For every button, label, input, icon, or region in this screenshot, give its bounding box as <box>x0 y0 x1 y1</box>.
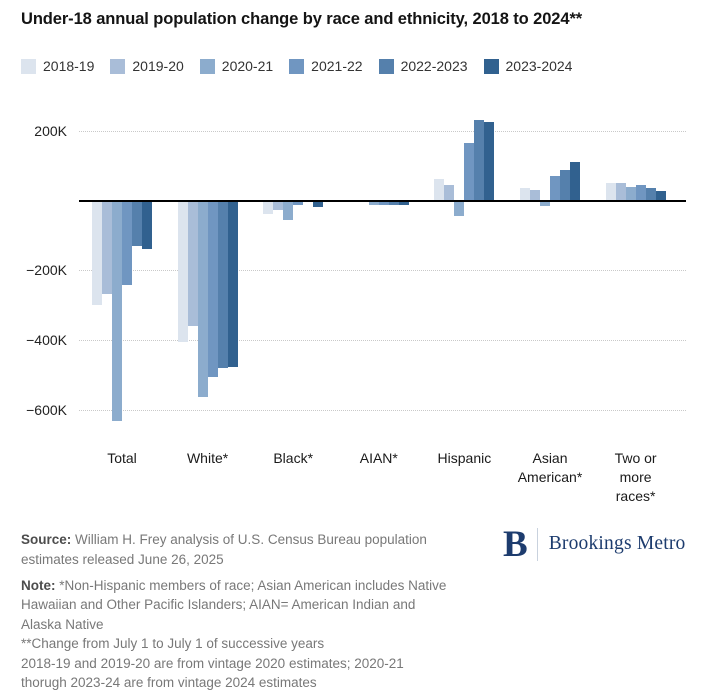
bar-2019-20-Hispanic <box>444 185 455 201</box>
legend-swatch-icon <box>378 58 394 74</box>
x-axis-label-Total: Total <box>107 450 137 466</box>
bar-2018-19-White* <box>177 200 188 342</box>
note-line: Hawaiian and Other Pacific Islanders; AI… <box>21 597 416 613</box>
note-label: Note: <box>21 578 56 593</box>
bar-2023-2024-AIAN* <box>398 200 409 206</box>
legend-item-label: 2018-19 <box>43 58 95 74</box>
bar-2019-20-White* <box>187 200 198 327</box>
bar-2020-21-AIAN* <box>368 200 379 205</box>
bar-2019-20-Total <box>102 200 112 295</box>
legend-swatch-icon <box>21 58 36 74</box>
bar-2023-2024-Hispanic <box>484 122 495 201</box>
legend-swatch-icon <box>289 58 305 74</box>
y-axis-tick-label: −600K <box>26 401 67 418</box>
bar-2019-20-Black* <box>273 200 284 211</box>
bar-2022-2023-Total <box>132 200 142 246</box>
note-line: Alaska Native <box>21 616 104 632</box>
gridline-−600K <box>79 409 686 411</box>
bar-2020-21-Black* <box>283 200 294 220</box>
source-note: Source: William H. Frey analysis of U.S.… <box>21 530 499 570</box>
brookings-wordmark: Brookings Metro <box>548 533 686 554</box>
legend-item-label: 2019-20 <box>132 58 184 74</box>
legend-item-label: 2022-2023 <box>400 58 468 74</box>
legend: 2018-19 2019-20 2020-21 2021-22 2022-2023 202… <box>21 58 572 74</box>
bar-2018-19-Total <box>92 200 102 306</box>
logo-divider-line <box>536 527 538 561</box>
gridline-200K <box>79 130 686 132</box>
bar-2018-19-Black* <box>263 200 274 215</box>
bar-2023-2024-Total <box>142 200 152 249</box>
gridline-−200K <box>79 270 686 272</box>
y-axis-tick-label: −400K <box>26 332 67 349</box>
brookings-logo[interactable]: B Brookings Metro <box>503 524 685 564</box>
bar-2018-19-Two-or-more-races* <box>605 183 616 201</box>
bar-2023-2024-White* <box>227 200 238 367</box>
bar-2022-2023-AIAN* <box>388 200 399 206</box>
bar-2021-22-AIAN* <box>378 200 389 206</box>
legend-swatch-icon <box>483 58 499 74</box>
note-line: 2018-19 and 2019-20 are from vintage 202… <box>21 655 404 671</box>
source-line: estimates released June 26, 2025 <box>21 552 224 567</box>
legend-swatch-icon <box>110 58 126 74</box>
bar-2023-2024-Two-or-more-races* <box>655 190 666 201</box>
x-axis-label-Hispanic: Hispanic <box>437 450 492 466</box>
bar-2018-19-Hispanic <box>434 178 445 201</box>
zero-baseline <box>79 199 686 202</box>
note-line: Note: *Non-Hispanic members of race; Asi… <box>21 578 447 593</box>
bar-2023-2024-Asian-American* <box>570 161 580 201</box>
x-axis-label-Black*: Black* <box>273 450 314 466</box>
legend-item-2023-2024: 2023-2024 <box>483 58 573 74</box>
note-line: **Change from July 1 to July 1 of succes… <box>21 636 325 652</box>
bar-2022-2023-Asian-American* <box>560 169 570 201</box>
bar-2020-21-Asian-American* <box>540 200 550 206</box>
legend-item-2018-19: 2018-19 <box>21 58 94 74</box>
bar-2021-22-Two-or-more-races* <box>635 185 646 201</box>
bar-2021-22-Asian-American* <box>550 176 560 201</box>
bar-2020-21-White* <box>197 200 208 397</box>
bar-2020-21-Hispanic <box>454 200 465 216</box>
bar-2019-20-Two-or-more-races* <box>615 182 626 201</box>
bar-2022-2023-Two-or-more-races* <box>645 187 656 201</box>
brookings-monogram: B <box>503 523 528 565</box>
y-axis-tick-label: −200K <box>26 262 67 279</box>
x-axis-label-Two-or-more-races*: Two or more races* <box>614 450 657 504</box>
legend-item-label: 2020-21 <box>221 58 274 74</box>
legend-item-label: 2023-2024 <box>505 58 573 74</box>
bar-2020-21-Total <box>112 200 122 422</box>
legend-item-2022-2023: 2022-2023 <box>378 58 468 74</box>
bar-2022-2023-White* <box>217 200 228 369</box>
legend-item-2021-22: 2021-22 <box>289 58 363 74</box>
bar-2018-19-Asian-American* <box>520 188 530 201</box>
methodology-note: Note: *Non-Hispanic members of race; Asi… <box>21 576 499 692</box>
bar-2023-2024-Black* <box>313 200 324 208</box>
x-axis-label-AIAN*: AIAN* <box>359 450 398 466</box>
source-label: Source: <box>21 532 72 547</box>
legend-item-2019-20: 2019-20 <box>110 58 184 74</box>
bar-2021-22-Hispanic <box>464 142 475 201</box>
bar-2021-22-Black* <box>293 200 304 206</box>
x-axis-label-Asian-American*: Asian American* <box>517 450 583 485</box>
y-axis-tick-label: 200K <box>34 122 67 139</box>
bar-2019-20-Asian-American* <box>530 190 540 201</box>
legend-swatch-icon <box>199 58 215 74</box>
gridline-−400K <box>79 340 686 342</box>
note-line: thorugh 2023-24 are from vintage 2024 es… <box>21 675 317 691</box>
source-line: Source: William H. Frey analysis of U.S.… <box>21 532 427 547</box>
bar-2020-21-Two-or-more-races* <box>625 186 636 201</box>
bar-2022-2023-Hispanic <box>474 119 485 201</box>
legend-item-2020-21: 2020-21 <box>199 58 274 74</box>
chart-title: Under-18 annual population change by rac… <box>21 10 583 28</box>
bar-2021-22-White* <box>207 200 218 378</box>
legend-item-label: 2021-22 <box>311 58 363 74</box>
x-axis-label-White*: White* <box>186 450 229 466</box>
bar-2021-22-Total <box>122 200 132 286</box>
